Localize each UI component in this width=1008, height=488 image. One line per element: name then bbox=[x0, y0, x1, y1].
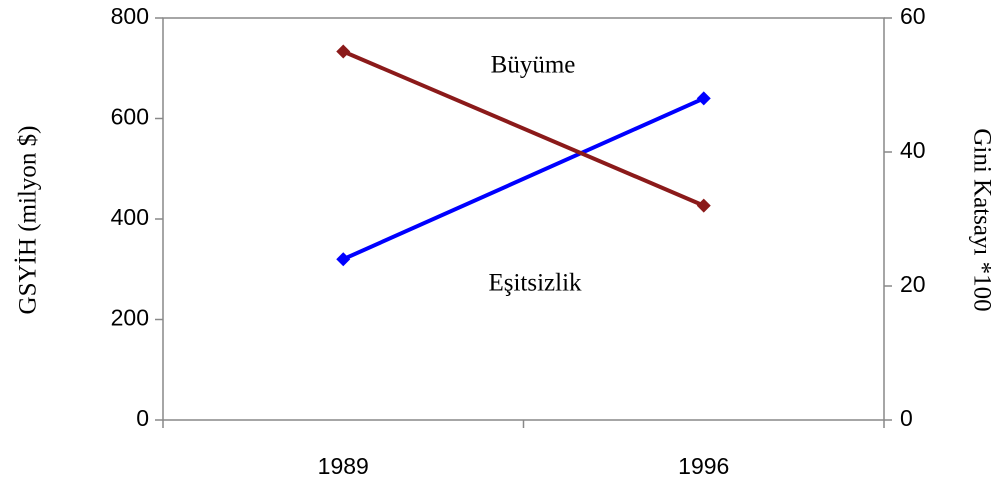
y-axis-title: GSYİH (milyon $) bbox=[15, 126, 42, 315]
y-tick-label: 400 bbox=[111, 204, 149, 230]
y2-tick-label: 60 bbox=[900, 3, 926, 29]
y2-tick-label: 20 bbox=[900, 271, 926, 297]
point-marker bbox=[336, 44, 351, 59]
y2-tick-label: 40 bbox=[900, 137, 926, 163]
point-marker bbox=[336, 252, 351, 267]
x-tick-label: 1996 bbox=[678, 453, 729, 479]
y-tick-label: 800 bbox=[111, 3, 149, 29]
annotation: Eşitsizlik bbox=[488, 270, 582, 297]
y-tick-label: 0 bbox=[136, 405, 149, 431]
series-line bbox=[342, 49, 705, 208]
x-tick-label: 1989 bbox=[318, 453, 369, 479]
point-marker bbox=[696, 198, 711, 213]
series-line bbox=[342, 96, 705, 262]
y-tick-label: 200 bbox=[111, 305, 149, 331]
y2-tick-label: 0 bbox=[900, 405, 913, 431]
y-tick-label: 600 bbox=[111, 104, 149, 130]
point-marker bbox=[696, 91, 711, 106]
annotation: Büyüme bbox=[491, 52, 576, 79]
y2-axis-title: Gini Katsayı *100 bbox=[968, 128, 995, 311]
